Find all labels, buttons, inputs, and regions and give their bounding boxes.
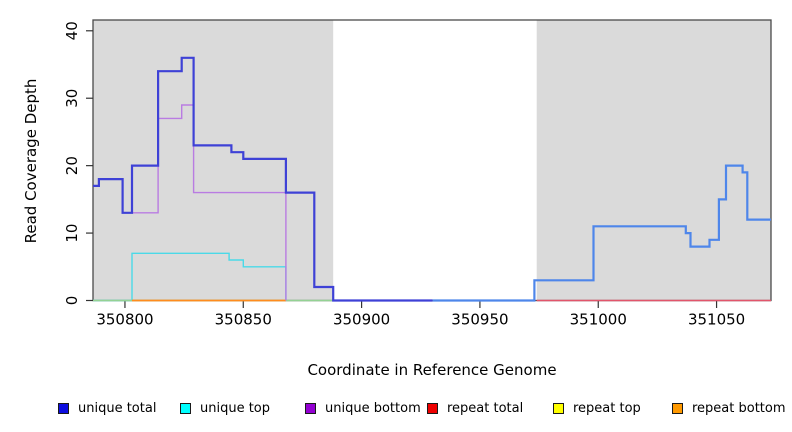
x-tick-label: 350950	[451, 311, 508, 329]
legend-item-unique-bottom: unique bottom	[305, 399, 421, 417]
y-tick-label: 0	[63, 296, 81, 306]
legend-swatch-repeat-bottom	[672, 402, 683, 414]
series-unique-total-2	[432, 164, 771, 302]
x-axis-label: Coordinate in Reference Genome	[307, 361, 557, 379]
repeat-region-right	[536, 20, 771, 302]
legend-swatch-unique-bottom	[305, 402, 316, 414]
y-tick-label: 20	[63, 156, 81, 175]
legend-swatch-unique-total	[58, 402, 69, 414]
y-tick-label: 30	[63, 89, 81, 108]
legend-item-repeat-bottom: repeat bottom	[672, 399, 786, 417]
legend-label-unique-total: unique total	[78, 400, 157, 416]
legend-label-repeat-bottom: repeat bottom	[692, 400, 786, 416]
x-tick-label: 350800	[96, 311, 153, 329]
legend-item-unique-top: unique top	[180, 399, 270, 417]
legend: unique total unique top unique bottom re…	[0, 399, 792, 421]
legend-label-unique-top: unique top	[200, 400, 271, 416]
x-tick-label: 351000	[570, 311, 627, 329]
y-tick-label: 40	[63, 21, 81, 40]
legend-item-repeat-total: repeat total	[427, 399, 523, 417]
legend-swatch-repeat-total	[427, 402, 438, 414]
legend-label-repeat-top: repeat top	[573, 400, 641, 416]
legend-item-unique-total: unique total	[58, 399, 156, 417]
y-tick-label: 10	[63, 224, 81, 243]
legend-swatch-unique-top	[180, 402, 191, 414]
legend-swatch-repeat-top	[553, 402, 564, 414]
x-tick-label: 351050	[688, 311, 745, 329]
repeat-region-left	[93, 20, 334, 302]
coverage-plot: 350800 350850 350900 350950 351000 351050 0 10 2…	[63, 19, 772, 329]
x-tick-label: 350900	[333, 311, 390, 329]
legend-label-unique-bottom: unique bottom	[325, 400, 421, 416]
x-tick-label: 350850	[215, 311, 272, 329]
series-unique-bottom	[122, 104, 287, 301]
legend-item-repeat-top: repeat top	[553, 399, 641, 417]
legend-label-repeat-total: repeat total	[447, 400, 524, 416]
series-unique-total-1	[93, 56, 433, 302]
series-unique-top	[93, 252, 287, 302]
y-axis-label: Read Coverage Depth	[22, 78, 40, 244]
